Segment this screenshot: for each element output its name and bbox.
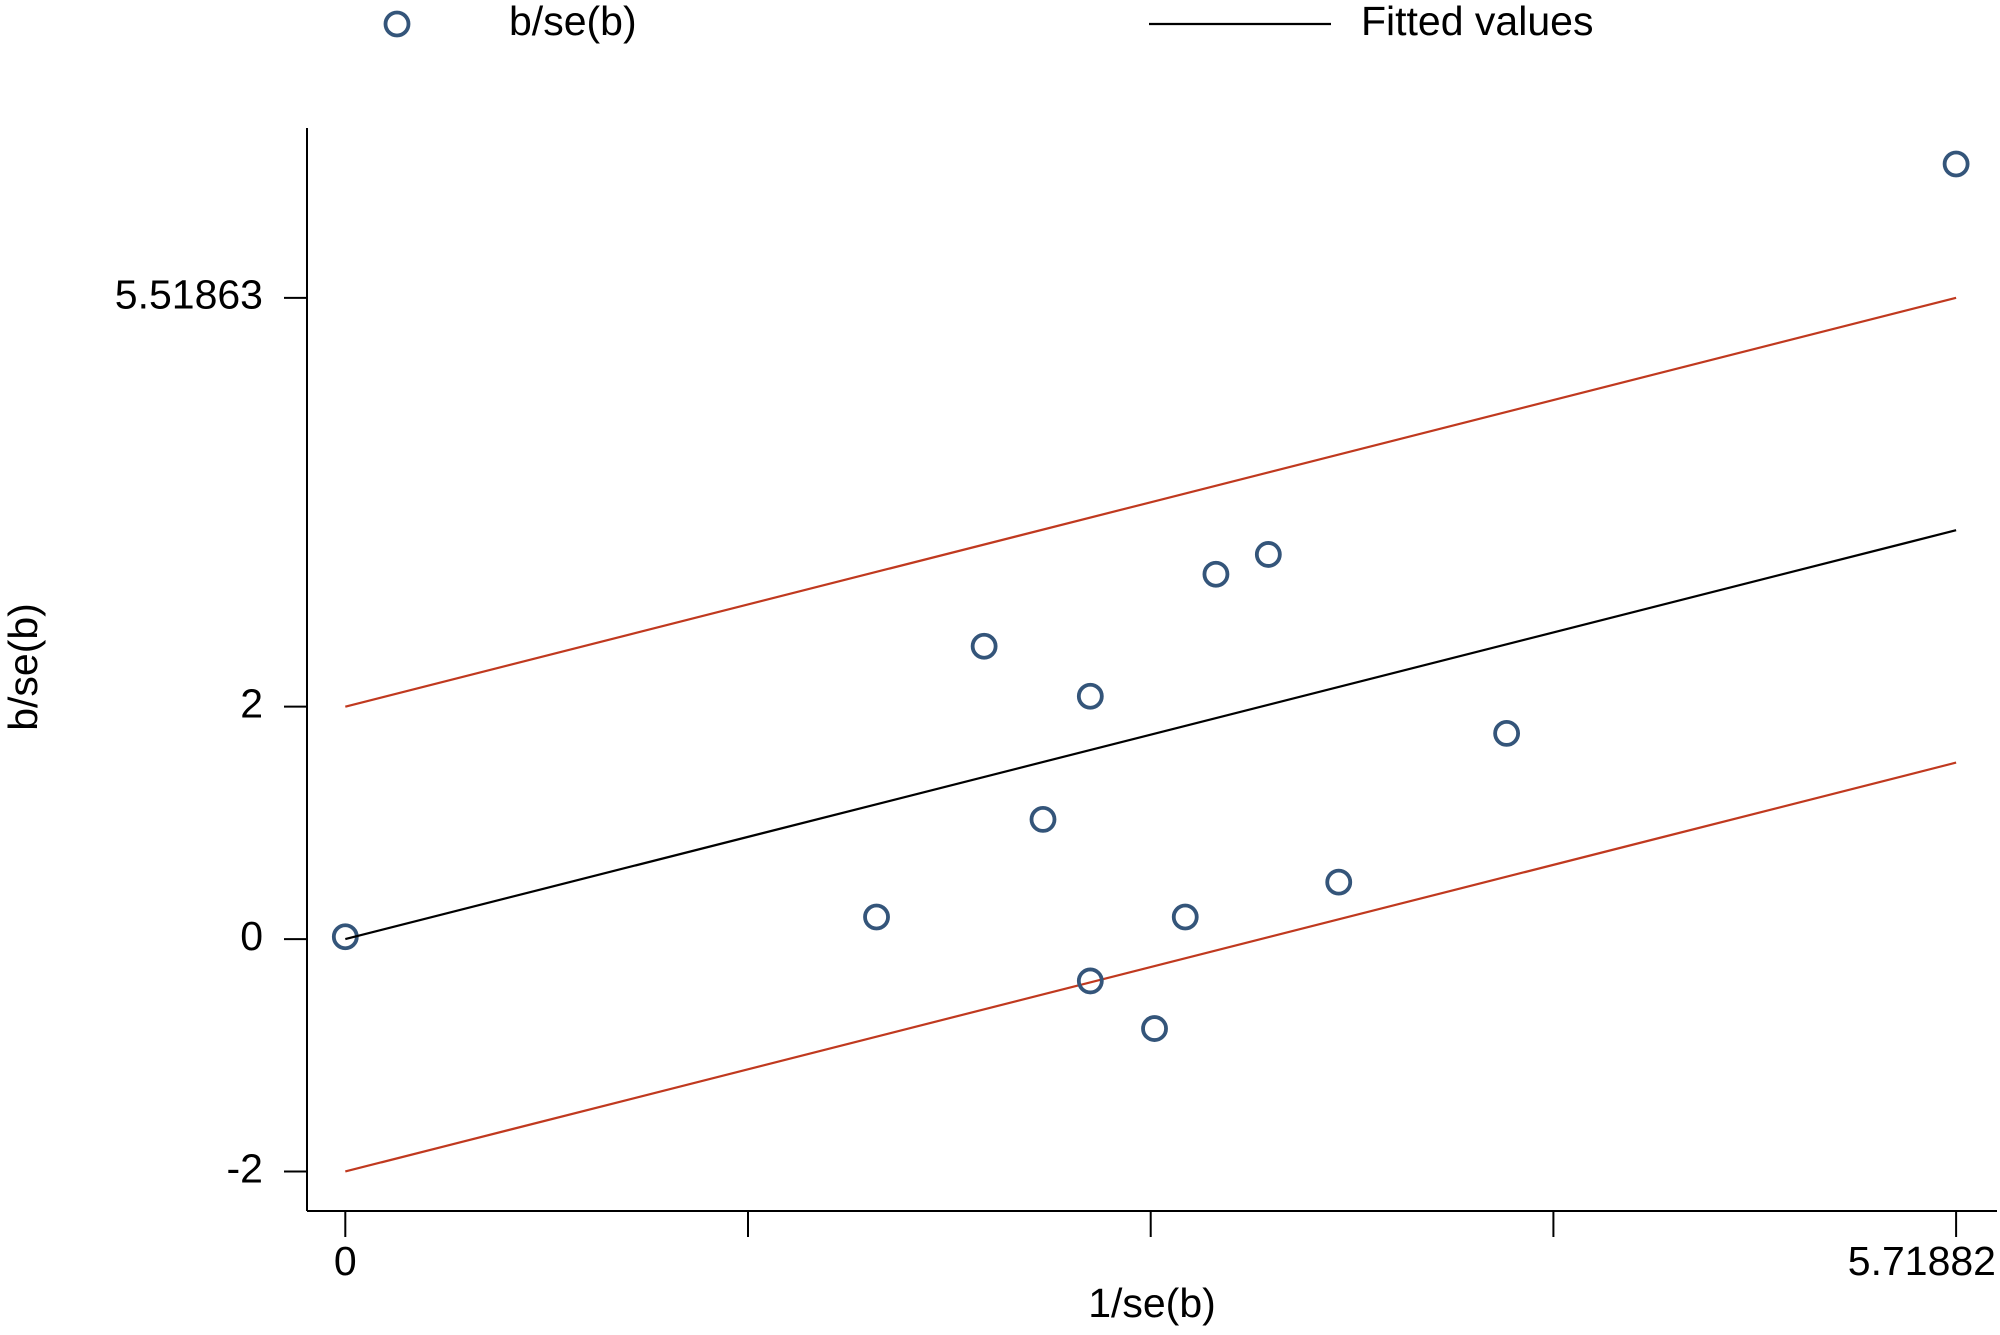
y-tick-label: 0 [240,913,263,959]
data-point [1141,1015,1168,1042]
x-tick-label: 0 [334,1238,357,1284]
data-point [1325,868,1353,896]
data-point [1171,903,1199,931]
data-point [1254,541,1282,568]
data-point [1202,560,1230,588]
confidence-bound [345,296,1957,708]
confidence-bound [345,761,1957,1173]
y-tick-label: -2 [227,1145,263,1191]
data-point [1942,150,1970,178]
x-tick-label: 5.71882 [1848,1238,1996,1284]
legend-marker [383,10,411,38]
data-point [863,903,890,931]
data-point [970,632,998,660]
y-tick-label: 2 [240,681,263,727]
data-point [1029,806,1057,833]
data-point [1076,682,1104,710]
legend-label: b/se(b) [509,0,637,44]
fitted-line [345,529,1957,941]
data-point [1493,720,1521,747]
legend-label: Fitted values [1361,0,1593,44]
y-tick-label: 5.51863 [115,272,263,318]
x-axis-label: 1/se(b) [1088,1280,1216,1326]
data-point [1076,967,1104,995]
y-axis-label: b/se(b) [0,603,46,731]
